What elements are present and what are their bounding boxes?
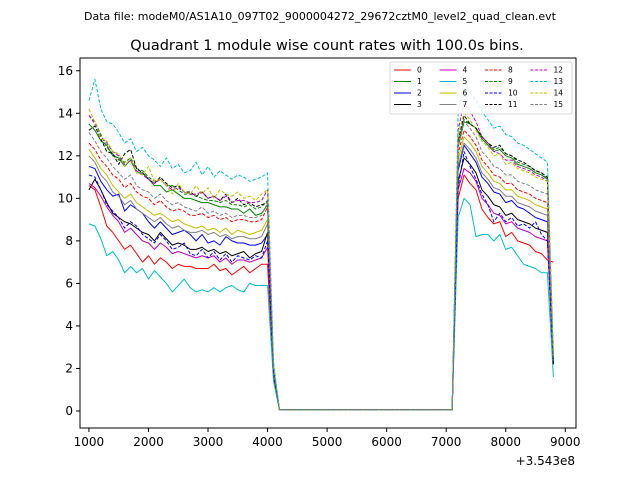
legend-label-0: 0 [417, 66, 422, 75]
x-tick-label: 7000 [431, 435, 462, 449]
y-tick-label: 16 [58, 64, 73, 78]
y-tick-label: 14 [58, 106, 73, 120]
series-line-15 [88, 121, 554, 411]
series-line-14 [88, 108, 554, 411]
series-line-6 [88, 136, 554, 411]
x-axis-ticks: 1000 2000 3000 4000 5000 6000 7000 8000 9000 [74, 428, 581, 449]
series-line-4 [88, 168, 554, 411]
legend-label-5: 5 [463, 77, 468, 86]
legend-label-8: 8 [508, 66, 513, 75]
y-tick-label: 4 [65, 319, 73, 333]
legend-label-7: 7 [463, 100, 468, 109]
legend-label-4: 4 [463, 66, 468, 75]
series-line-9 [88, 115, 554, 411]
legend-label-6: 6 [463, 89, 468, 98]
series-line-12 [88, 102, 554, 411]
series-line-8 [88, 129, 554, 411]
axes-frame [79, 57, 577, 429]
data-file-suptitle: Data file: modeM0/AS1A10_097T02_90000042… [84, 10, 557, 23]
y-tick-label: 10 [58, 191, 73, 205]
legend-label-10: 10 [508, 89, 518, 98]
series-line-11 [88, 114, 554, 411]
y-tick-label: 2 [65, 361, 73, 375]
chart-title: Quadrant 1 module wise count rates with … [130, 38, 524, 54]
x-axis-offset-label: +3.543e8 [516, 454, 575, 468]
x-tick-label: 4000 [252, 435, 283, 449]
series-line-5 [88, 197, 554, 411]
series-line-7 [88, 142, 554, 411]
legend-label-3: 3 [417, 100, 422, 109]
y-tick-label: 12 [58, 149, 73, 163]
x-tick-label: 1000 [74, 435, 105, 449]
legend-label-1: 1 [417, 77, 422, 86]
x-tick-label: 3000 [193, 435, 224, 449]
legend-label-13: 13 [554, 77, 564, 86]
legend-box [389, 61, 573, 115]
series-line-13 [88, 78, 554, 411]
y-axis-ticks: 0 2 4 6 8 10 12 14 16 [58, 64, 80, 418]
x-tick-label: 6000 [371, 435, 402, 449]
legend-label-11: 11 [508, 100, 518, 109]
plot-lines [88, 78, 554, 411]
y-tick-label: 6 [65, 276, 73, 290]
legend-label-2: 2 [417, 89, 422, 98]
x-tick-label: 9000 [550, 435, 581, 449]
legend-label-9: 9 [508, 77, 513, 86]
series-line-0 [88, 174, 554, 411]
x-tick-label: 2000 [133, 435, 164, 449]
x-tick-label: 8000 [490, 435, 521, 449]
series-line-10 [88, 151, 554, 411]
series-line-1 [88, 121, 554, 411]
x-tick-label: 5000 [312, 435, 343, 449]
legend-label-12: 12 [554, 66, 564, 75]
legend-label-14: 14 [554, 89, 564, 98]
legend-label-15: 15 [554, 100, 564, 109]
y-tick-label: 0 [65, 404, 73, 418]
y-tick-label: 8 [65, 234, 73, 248]
